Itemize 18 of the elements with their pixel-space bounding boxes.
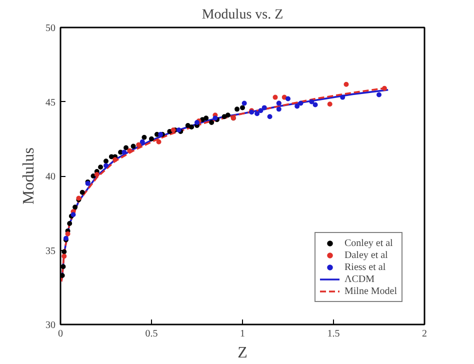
x-tick-label: 0 (58, 328, 63, 340)
y-axis-title: Modulus (20, 148, 38, 204)
y-tick-label: 45 (46, 97, 56, 108)
legend-label: Milne Model (344, 285, 397, 297)
x-axis-title: Z (238, 344, 248, 362)
y-tick-label: 40 (46, 172, 56, 182)
x-tick-label: 0.5 (145, 328, 158, 340)
legend-label: Daley et al (344, 249, 388, 261)
y-tick-label: 50 (46, 23, 56, 34)
chart-title: Modulus vs. Z (202, 8, 284, 22)
legend-label: ΛCDM (344, 273, 375, 285)
x-tick-label: 2 (422, 328, 427, 340)
x-tick-label: 1 (240, 328, 245, 340)
x-tick-label: 1.5 (327, 328, 340, 340)
y-tick-label: 35 (46, 246, 56, 257)
y-tick-label: 30 (46, 320, 56, 331)
legend-label: Conley et al (344, 237, 393, 249)
legend-label: Riess et al (344, 261, 386, 273)
